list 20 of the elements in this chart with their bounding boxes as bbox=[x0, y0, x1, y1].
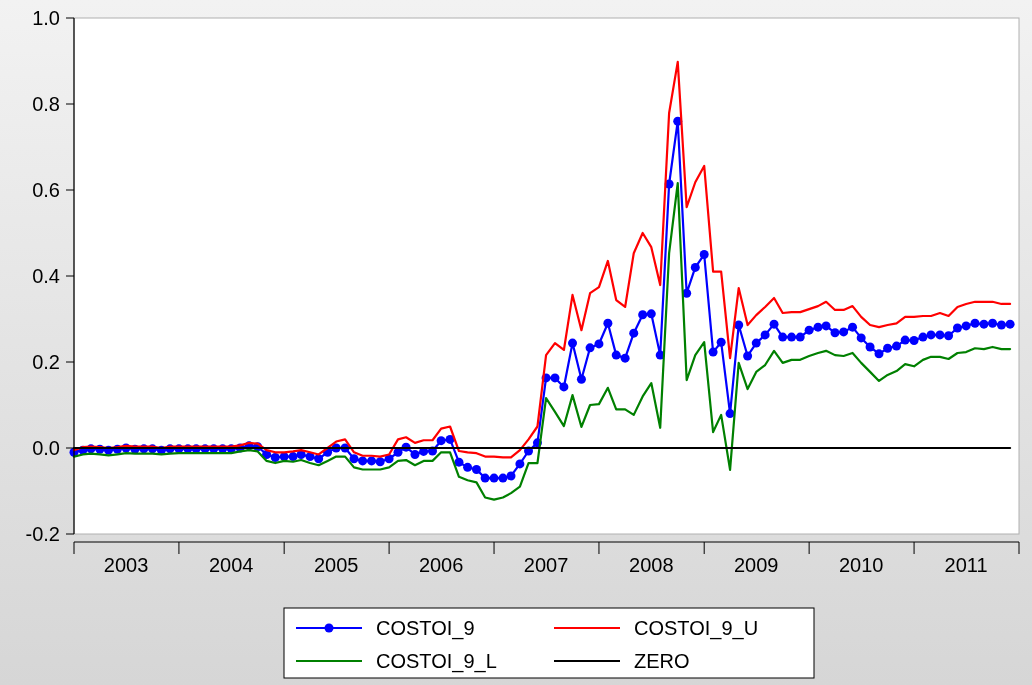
legend-label: COSTOI_9_L bbox=[376, 650, 497, 673]
x-tick-label: 2008 bbox=[629, 554, 674, 576]
x-tick-label: 2010 bbox=[838, 554, 884, 576]
legend-label: COSTOI_9 bbox=[376, 617, 475, 640]
legend-label: COSTOI_9_U bbox=[634, 617, 759, 640]
x-tick-label: 2011 bbox=[944, 554, 988, 576]
y-tick-label: 0.6 bbox=[32, 179, 60, 201]
y-tick-label: 0.2 bbox=[32, 351, 60, 373]
x-tick-label: 2004 bbox=[209, 554, 254, 576]
legend-label: ZERO bbox=[634, 650, 690, 672]
y-tick-label: 0.8 bbox=[32, 93, 60, 115]
y-tick-label: 1.0 bbox=[32, 7, 60, 29]
x-tick-label: 2009 bbox=[733, 554, 779, 576]
x-tick-label: 2005 bbox=[313, 554, 359, 576]
x-tick-label: 2007 bbox=[523, 554, 569, 576]
x-tick-label: 2006 bbox=[418, 554, 464, 576]
y-tick-label: -0.2 bbox=[25, 523, 60, 545]
y-tick-label: 0.4 bbox=[32, 265, 60, 287]
x-tick-label: 2003 bbox=[103, 554, 149, 576]
y-tick-label: 0.0 bbox=[32, 437, 60, 459]
